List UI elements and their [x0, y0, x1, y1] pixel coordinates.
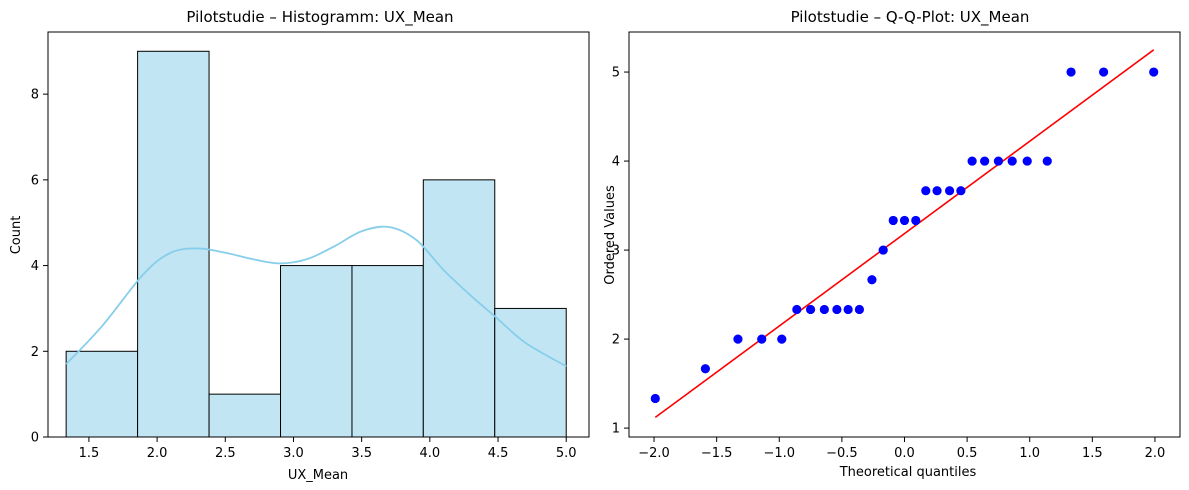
qq-point: [832, 304, 842, 315]
kde-curve: [65, 225, 567, 368]
x-tick-label: 4.5: [488, 446, 509, 461]
x-tick-label: 2.0: [1145, 446, 1166, 461]
qq-point: [843, 304, 853, 315]
histogram-bars: [65, 50, 567, 438]
histogram-x-label: UX_Mean: [288, 468, 348, 483]
x-tick-label: 2.0: [147, 446, 168, 461]
qq-points: [650, 67, 1159, 404]
qq-y-label: Ordered Values: [603, 185, 618, 285]
qq-x-ticks: −2.0 −1.5 −1.0 −0.5 0.0 0.5 1.0 1.5 2.0: [638, 437, 1165, 461]
qq-point: [980, 156, 990, 166]
histogram-bar: [137, 50, 210, 438]
qq-point: [1042, 156, 1052, 166]
qq-point: [888, 215, 898, 226]
qq-point: [1066, 67, 1076, 77]
x-tick-label: −1.0: [763, 446, 795, 461]
qq-point: [777, 334, 787, 344]
qq-point: [792, 304, 802, 315]
y-tick-label: 4: [31, 259, 39, 274]
y-tick-label: 2: [31, 345, 39, 360]
histogram-title: Pilotstudie – Histogramm: UX_Mean: [186, 8, 453, 27]
histogram-frame: [47, 31, 590, 438]
qq-point: [757, 334, 767, 344]
x-tick-label: 0.5: [957, 446, 978, 461]
qq-point: [911, 215, 921, 226]
qq-plot-title: Pilotstudie – Q-Q-Plot: UX_Mean: [791, 8, 1030, 27]
qq-point: [1149, 67, 1159, 77]
histogram-bar: [351, 265, 424, 438]
qq-plot-panel: Pilotstudie – Q-Q-Plot: UX_Mean −2.0 −1.5…: [603, 8, 1181, 480]
x-tick-label: −2.0: [638, 446, 670, 461]
histogram-bar: [280, 265, 353, 438]
qq-point: [700, 364, 710, 374]
histogram-bar: [422, 179, 496, 438]
qq-y-ticks: 1 2 3 4 5: [612, 66, 629, 437]
qq-point: [878, 245, 888, 255]
y-tick-label: 5: [612, 66, 620, 81]
qq-point: [899, 215, 910, 226]
qq-fit-line: [654, 49, 1155, 419]
qq-point: [867, 275, 877, 285]
y-tick-label: 3: [612, 244, 620, 259]
histogram-y-ticks: 0 2 4 6 8: [31, 88, 48, 446]
x-tick-label: −1.5: [701, 446, 733, 461]
qq-point: [1022, 156, 1032, 166]
x-tick-label: 3.5: [351, 446, 372, 461]
x-tick-label: 3.0: [283, 446, 304, 461]
x-tick-label: 5.0: [556, 446, 577, 461]
x-tick-label: −0.5: [826, 446, 858, 461]
qq-point: [733, 334, 743, 344]
x-tick-label: 4.0: [420, 446, 441, 461]
y-tick-label: 1: [612, 422, 620, 437]
histogram-bar: [494, 307, 567, 438]
qq-point: [944, 186, 955, 196]
histogram-bar: [65, 350, 139, 438]
histogram-panel: Pilotstudie – Histogramm: UX_Mean 1.5 2.0…: [9, 8, 590, 483]
y-tick-label: 6: [31, 173, 39, 188]
qq-point: [932, 186, 942, 196]
histogram-bar: [208, 393, 282, 438]
y-tick-label: 4: [612, 155, 620, 170]
qq-point: [805, 304, 816, 315]
qq-point: [1007, 156, 1017, 166]
qq-x-label: Theoretical quantiles: [839, 465, 977, 480]
qq-point: [819, 304, 829, 315]
y-tick-label: 2: [612, 333, 620, 348]
y-tick-label: 8: [31, 88, 39, 103]
x-tick-label: 2.5: [215, 446, 236, 461]
x-tick-label: 1.5: [1082, 446, 1103, 461]
qq-point: [1099, 67, 1109, 77]
qq-point: [967, 156, 977, 166]
qq-point: [921, 186, 931, 196]
x-tick-label: 1.0: [1019, 446, 1040, 461]
histogram-x-ticks: 1.5 2.0 2.5 3.0 3.5 4.0 4.5 5.0: [79, 437, 577, 461]
qq-point: [650, 393, 660, 404]
x-tick-label: 1.5: [79, 446, 100, 461]
qq-point: [993, 156, 1004, 166]
y-tick-label: 0: [31, 431, 39, 446]
histogram-y-label: Count: [9, 216, 24, 255]
qq-point: [854, 304, 865, 315]
x-tick-label: 0.0: [894, 446, 915, 461]
qq-point: [956, 186, 966, 196]
